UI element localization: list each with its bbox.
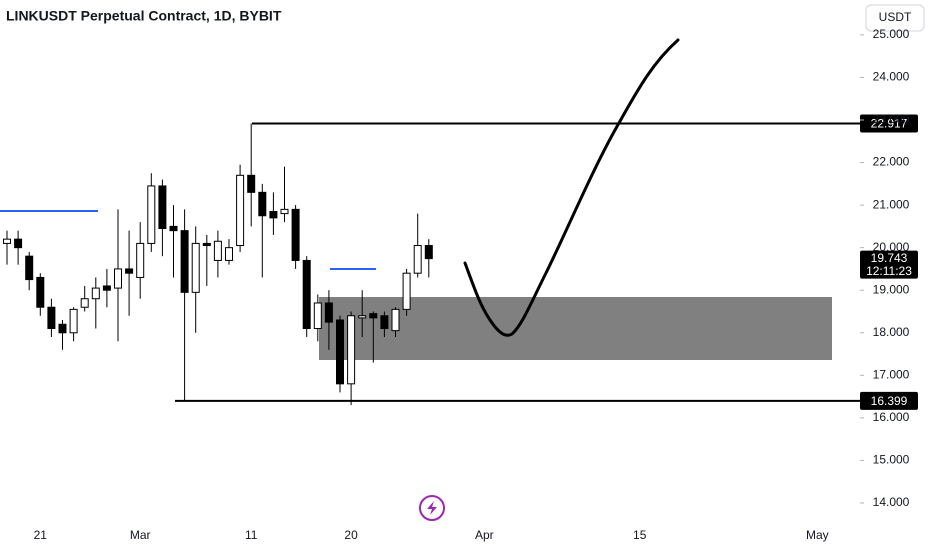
- candle-body: [102, 285, 111, 291]
- candle-body: [25, 255, 34, 281]
- candle-body: [336, 319, 344, 385]
- forecast-curve: [463, 38, 680, 337]
- candle-body: [69, 308, 78, 334]
- candle-body: [114, 268, 122, 289]
- candle-body: [280, 208, 289, 215]
- candle-body: [14, 238, 23, 249]
- candle-body: [324, 302, 333, 323]
- candle-body: [58, 323, 67, 334]
- candle-body: [136, 242, 145, 278]
- candle-body: [291, 208, 300, 261]
- candle-body: [358, 315, 367, 319]
- y-tick-label: 18.000: [873, 325, 910, 339]
- last-price-box: [860, 250, 918, 279]
- last-price-label: 19.743: [871, 251, 908, 265]
- candle-body: [147, 185, 156, 244]
- event-icon-bolt: [427, 501, 437, 515]
- y-tick-label: 16.000: [873, 410, 910, 424]
- y-tick-label: 23.000: [873, 112, 910, 126]
- x-tick-label: 15: [633, 528, 647, 542]
- y-tick-label: 15.000: [873, 453, 910, 467]
- chart-title: LINKUSDT Perpetual Contract, 1D, BYBIT: [6, 8, 282, 24]
- candle-body: [3, 238, 11, 244]
- x-tick-label: May: [806, 528, 829, 542]
- currency-label[interactable]: USDT: [879, 10, 912, 24]
- y-tick-label: 21.000: [873, 197, 910, 211]
- candle-body: [225, 247, 233, 261]
- candle-body: [191, 242, 200, 293]
- candle-body: [313, 302, 322, 330]
- candle-body: [347, 315, 356, 385]
- candle-body: [80, 298, 89, 308]
- candle-body: [369, 313, 378, 319]
- price-label: 22.917: [871, 117, 908, 131]
- candle-body: [158, 185, 167, 230]
- y-tick-label: 22.000: [873, 155, 910, 169]
- candle-body: [247, 174, 256, 193]
- candle-body: [125, 268, 134, 274]
- candle-body: [202, 242, 211, 247]
- candle-body: [269, 210, 278, 219]
- candle-body: [47, 306, 56, 330]
- price-label-box: [860, 114, 918, 133]
- y-tick-label: 14.000: [873, 495, 910, 509]
- candle-body: [413, 245, 422, 274]
- candle-body: [36, 276, 45, 308]
- candle-body: [402, 272, 411, 310]
- candle-body: [380, 315, 389, 330]
- candle-body: [391, 308, 400, 332]
- y-tick-label: 17.000: [873, 367, 910, 381]
- price-label-box: [860, 391, 918, 410]
- x-tick-label: 21: [34, 528, 48, 542]
- candle-body: [180, 230, 189, 293]
- price-label: 16.399: [871, 394, 908, 408]
- candle-body: [258, 191, 267, 217]
- candles: [3, 123, 433, 406]
- x-tick-label: Mar: [130, 528, 151, 542]
- candle-body: [236, 174, 245, 247]
- x-tick-label: 11: [245, 528, 258, 542]
- y-tick-label: 19.000: [873, 282, 910, 296]
- candle-body: [169, 225, 178, 232]
- y-tick-label: 24.000: [873, 70, 910, 84]
- x-tick-label: 20: [344, 528, 358, 542]
- x-tick-label: Apr: [475, 528, 494, 542]
- levels: 22.917 16.399: [175, 114, 918, 410]
- y-tick-label: 25.000: [873, 27, 910, 41]
- candle-body: [91, 287, 100, 300]
- candle-body: [424, 245, 433, 260]
- y-tick-label: 20.000: [873, 240, 910, 254]
- candle-body: [302, 259, 311, 330]
- countdown-label: 12:11:23: [866, 264, 912, 278]
- currency-button[interactable]: [865, 4, 925, 32]
- candle-body: [213, 240, 222, 261]
